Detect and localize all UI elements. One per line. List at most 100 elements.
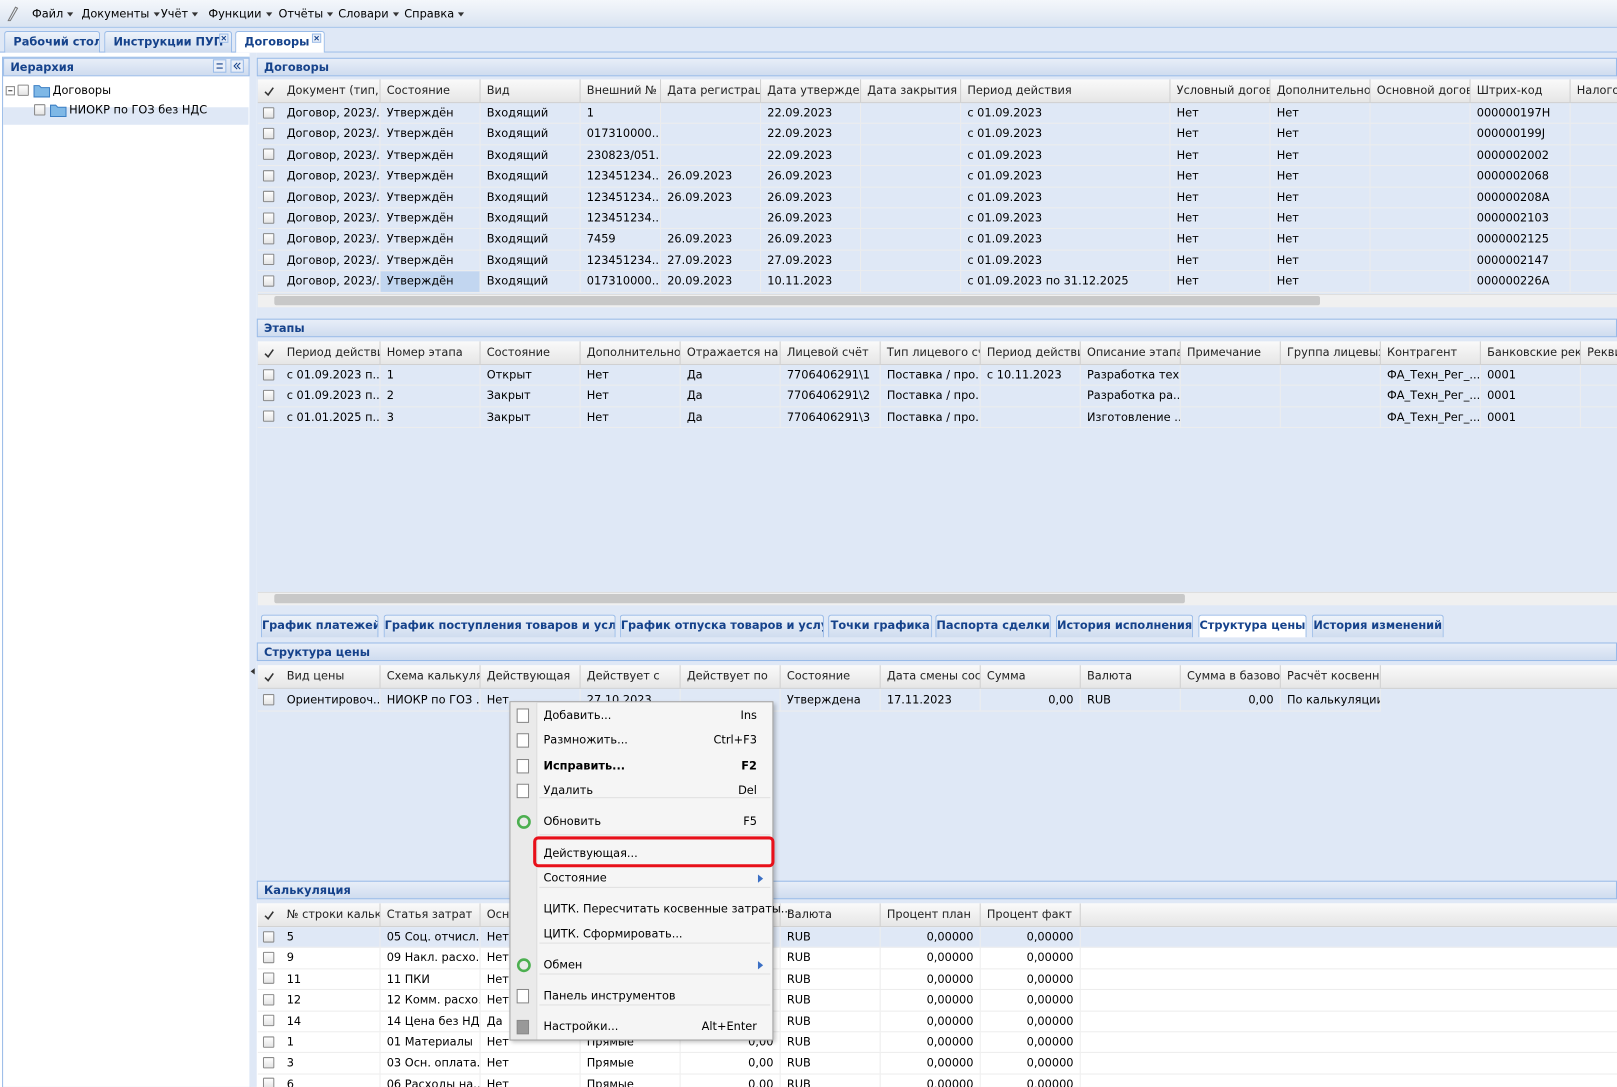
column-header[interactable]: Описание этапа [1081, 341, 1181, 365]
context-menu-item[interactable]: Удалить Del [510, 779, 773, 804]
row-checkbox[interactable] [262, 1015, 275, 1027]
grid-row[interactable]: Договор, 2023/... Утверждён Входящий 230823… [257, 145, 1617, 167]
splitter[interactable] [249, 52, 257, 1087]
grid-row[interactable]: Договор, 2023/... Утверждён Входящий 123451… [257, 250, 1617, 272]
row-checkbox[interactable] [262, 106, 275, 119]
column-header[interactable]: Вид [481, 79, 581, 103]
context-menu-item[interactable]: ЦИТК. Сформировать... [510, 922, 773, 947]
column-header[interactable]: Документ (тип, № [281, 79, 381, 103]
column-header[interactable]: Тип лицевого счё [881, 341, 981, 365]
context-menu-item[interactable]: Настройки... Alt+Enter [510, 1015, 773, 1040]
column-header[interactable]: Рекви [1581, 341, 1617, 364]
column-header[interactable]: Дополнительное с [581, 341, 681, 365]
tab[interactable]: Инструкции ПУП [104, 30, 233, 53]
grid-row[interactable]: Договор, 2023/... Утверждён Входящий 1 22.09… [257, 103, 1617, 125]
row-checkbox[interactable] [262, 1078, 275, 1087]
grid-row[interactable]: 9 09 Накл. расхо... Нет RUB 0,00000 0,00000 [257, 948, 1617, 970]
context-menu-item[interactable]: Панель инструментов [510, 984, 773, 1009]
detail-tab[interactable]: История изменений [1311, 614, 1444, 638]
column-header[interactable]: Расчёт косвенных [1281, 665, 1381, 688]
tree-node[interactable]: Договоры [52, 83, 112, 97]
column-header[interactable]: Налоговая [1571, 79, 1617, 102]
column-header[interactable]: Номер этапа [381, 341, 481, 365]
column-header[interactable]: Отражается на су [681, 341, 781, 365]
column-header[interactable]: Банковские рекви [1481, 341, 1581, 365]
column-header[interactable]: Внешний № [581, 79, 662, 103]
column-header[interactable]: Сумма [981, 665, 1081, 688]
column-header[interactable] [681, 903, 781, 927]
grid-row[interactable]: 14 14 Цена без НДС Да RUB 0,00000 0,00000 [257, 1011, 1617, 1033]
grid-row[interactable]: Договор, 2023/... Утверждён Входящий 123451… [257, 208, 1617, 230]
column-header[interactable]: Период действия л [981, 341, 1081, 365]
grid-row[interactable]: с 01.01.2025 п... 3 Закрыт Нет Да 7706406291\… [257, 407, 1617, 429]
detail-tab[interactable]: История исполнения [1056, 614, 1194, 638]
detail-tab[interactable]: График платежей [260, 614, 379, 638]
column-header[interactable]: Штрих-код [1471, 79, 1571, 103]
context-menu-item[interactable]: Исправить... F2 [510, 754, 773, 779]
row-checkbox[interactable] [262, 993, 275, 1006]
row-checkbox[interactable] [262, 1057, 275, 1069]
column-header[interactable]: Дополнительное с [1271, 79, 1371, 103]
context-menu-item[interactable]: Состояние [510, 866, 773, 891]
column-header[interactable]: Дата смены состо [881, 665, 981, 688]
tree-checkbox[interactable] [17, 84, 29, 96]
tab[interactable]: Рабочий стол [4, 30, 101, 53]
column-header[interactable]: Действующая [481, 665, 581, 688]
menu-item[interactable]: Функции [208, 6, 272, 21]
row-checkbox[interactable] [262, 1036, 275, 1048]
row-checkbox[interactable] [262, 693, 275, 705]
grid-row[interactable]: Ориентировоч... НИОКР по ГОЗ ... Нет 27.10.… [257, 688, 1381, 712]
column-header[interactable]: Состояние [481, 341, 581, 365]
grid-row[interactable]: с 01.09.2023 п... 2 Закрыт Нет Да 7706406291\… [257, 386, 1617, 408]
column-header[interactable]: Сумма в базовой в [1181, 665, 1281, 688]
grid-row[interactable]: 11 11 ПКИ Нет RUB 0,00000 0,00000 [257, 969, 1617, 991]
context-menu-item[interactable]: ЦИТК. Пересчитать косвенные затраты... [510, 897, 791, 922]
column-header[interactable]: Лицевой счёт [781, 341, 881, 365]
grid-row[interactable]: Договор, 2023/... Утверждён Входящий 123451… [257, 187, 1617, 209]
row-checkbox[interactable] [262, 410, 275, 423]
tab[interactable]: Договоры [235, 30, 325, 53]
column-header[interactable]: Период действия [281, 341, 381, 365]
column-header[interactable]: Процент факт [981, 903, 1081, 927]
column-header[interactable]: Дата регистрации [661, 79, 762, 103]
grid-row[interactable]: с 01.09.2023 п... 1 Открыт Нет Да 7706406291\… [257, 365, 1617, 387]
detail-tab[interactable]: Структура цены [1198, 614, 1307, 638]
row-checkbox[interactable] [262, 170, 275, 182]
column-header[interactable]: Группа лицевых сч [1281, 341, 1381, 365]
grid-row[interactable]: 3 03 Осн. оплата... Нет Прямые 0,00 RUB 0,0000… [257, 1053, 1617, 1075]
row-checkbox[interactable] [262, 191, 275, 203]
column-header[interactable]: Действует с [581, 665, 681, 688]
detail-tab[interactable]: График отпуска товаров и услуг [619, 614, 824, 638]
context-menu-item[interactable]: Действующая... [510, 842, 773, 867]
context-menu-item[interactable]: Добавить... Ins [510, 703, 773, 728]
context-menu-item[interactable]: Обновить F5 [510, 810, 773, 835]
grid-row[interactable]: 6 06 Расходы на... Нет Прямые 0,00 RUB 0,00000… [258, 1074, 1617, 1087]
column-header[interactable]: Основной договор [1371, 79, 1471, 103]
tree-checkbox[interactable] [34, 104, 46, 116]
menu-item[interactable]: Документы [81, 6, 159, 21]
column-header[interactable]: Период действия [961, 79, 1171, 103]
row-checkbox[interactable] [262, 368, 275, 381]
grid-row[interactable]: 1 01 Материалы Нет Прямые 0,00 RUB 0,00000 0,00… [257, 1032, 1617, 1054]
grid-row[interactable]: 5 05 Соц. отчисл... Нет RUB 0,00000 0,00000 [257, 927, 1617, 949]
grid-row[interactable]: Договор, 2023/... Утверждён Входящий 017310… [257, 271, 1617, 293]
row-checkbox[interactable] [262, 254, 275, 266]
column-header[interactable]: № строки калькул [281, 903, 381, 927]
column-header[interactable]: Состояние [381, 79, 481, 103]
detail-tab[interactable]: График поступления товаров и услуг [383, 614, 616, 638]
grid-row[interactable]: Договор, 2023/... Утверждён Входящий 7459 26… [257, 229, 1617, 251]
row-checkbox[interactable] [262, 951, 275, 964]
row-checkbox[interactable] [262, 972, 275, 985]
row-checkbox[interactable] [262, 212, 275, 224]
context-menu-item[interactable]: Обмен [510, 953, 773, 978]
column-header[interactable]: Примечание [1181, 341, 1281, 365]
column-header[interactable]: Дата утверждения [761, 79, 862, 103]
grid-row[interactable]: Договор, 2023/... Утверждён Входящий 017310… [257, 124, 1617, 146]
detail-tab[interactable]: Точки графика [828, 614, 933, 638]
menu-item[interactable]: Файл [32, 6, 74, 21]
scroll-thumb[interactable] [274, 295, 1320, 306]
column-header[interactable]: Состояние [781, 665, 881, 688]
column-header[interactable]: Дата закрытия [861, 79, 962, 103]
row-checkbox[interactable] [262, 930, 275, 943]
grid-row[interactable]: Договор, 2023/... Утверждён Входящий 123451… [257, 166, 1617, 188]
